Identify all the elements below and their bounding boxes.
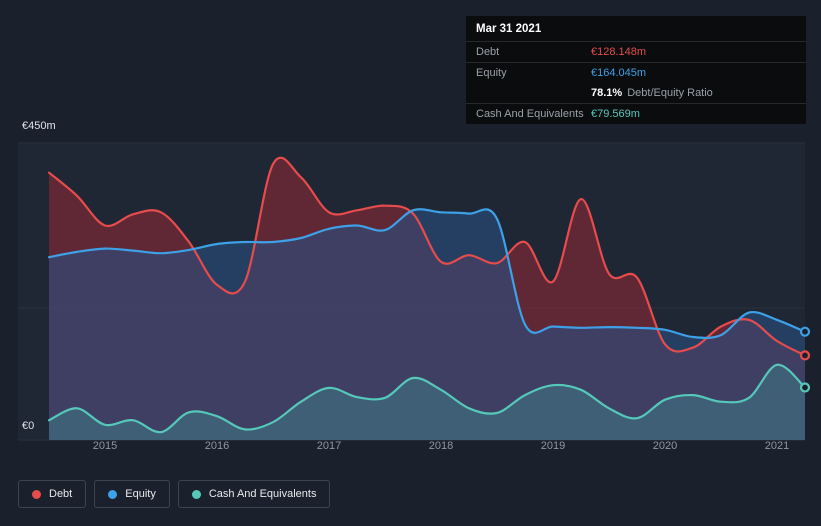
- equity-legend-dot-icon: [108, 489, 118, 499]
- tooltip-date: Mar 31 2021: [466, 16, 806, 42]
- tooltip-equity-label: Equity: [476, 67, 507, 79]
- x-axis-tick-label: 2021: [765, 440, 789, 452]
- tooltip-debt-label: Debt: [476, 46, 500, 58]
- x-axis-tick-label: 2017: [317, 440, 341, 452]
- x-axis-tick-label: 2015: [93, 440, 117, 452]
- x-axis-tick-label: 2020: [653, 440, 677, 452]
- legend-equity-label: Equity: [125, 488, 156, 500]
- tooltip-cash-value: €79.569m: [591, 108, 640, 120]
- tooltip-debt-row: Debt €128.148m: [466, 42, 806, 63]
- legend-item-equity[interactable]: Equity: [94, 480, 170, 508]
- x-axis-tick-label: 2018: [429, 440, 453, 452]
- tooltip-cash-row: Cash And Equivalents €79.569m: [466, 104, 806, 124]
- debt-equity-history-chart[interactable]: 2015 2016 2017 2018 2019 2020 2021: [0, 115, 821, 475]
- legend-cash-label: Cash And Equivalents: [208, 488, 317, 500]
- x-axis-tick-label: 2019: [541, 440, 565, 452]
- legend-debt-label: Debt: [49, 488, 73, 500]
- chart-legend: Debt Equity Cash And Equivalents: [18, 480, 331, 508]
- tooltip-cash-label: Cash And Equivalents: [476, 108, 584, 120]
- legend-item-cash[interactable]: Cash And Equivalents: [177, 480, 331, 508]
- legend-item-debt[interactable]: Debt: [18, 480, 87, 508]
- tooltip-ratio-label: Debt/Equity Ratio: [627, 87, 713, 99]
- cash-legend-dot-icon: [191, 489, 201, 499]
- tooltip-equity-value: €164.045m: [591, 67, 647, 79]
- y-axis-zero-label: €0: [22, 420, 35, 432]
- debt-legend-dot-icon: [32, 489, 41, 499]
- chart-tooltip: Mar 31 2021 Debt €128.148m Equity €164.0…: [466, 16, 806, 124]
- x-axis-tick-label: 2016: [205, 440, 229, 452]
- tooltip-ratio-value: 78.1%: [591, 87, 623, 99]
- tooltip-equity-row: Equity €164.045m: [466, 63, 806, 83]
- tooltip-ratio-row: 78.1% Debt/Equity Ratio: [466, 83, 806, 104]
- tooltip-debt-value: €128.148m: [591, 46, 647, 58]
- y-axis-max-label: €450m: [22, 120, 56, 132]
